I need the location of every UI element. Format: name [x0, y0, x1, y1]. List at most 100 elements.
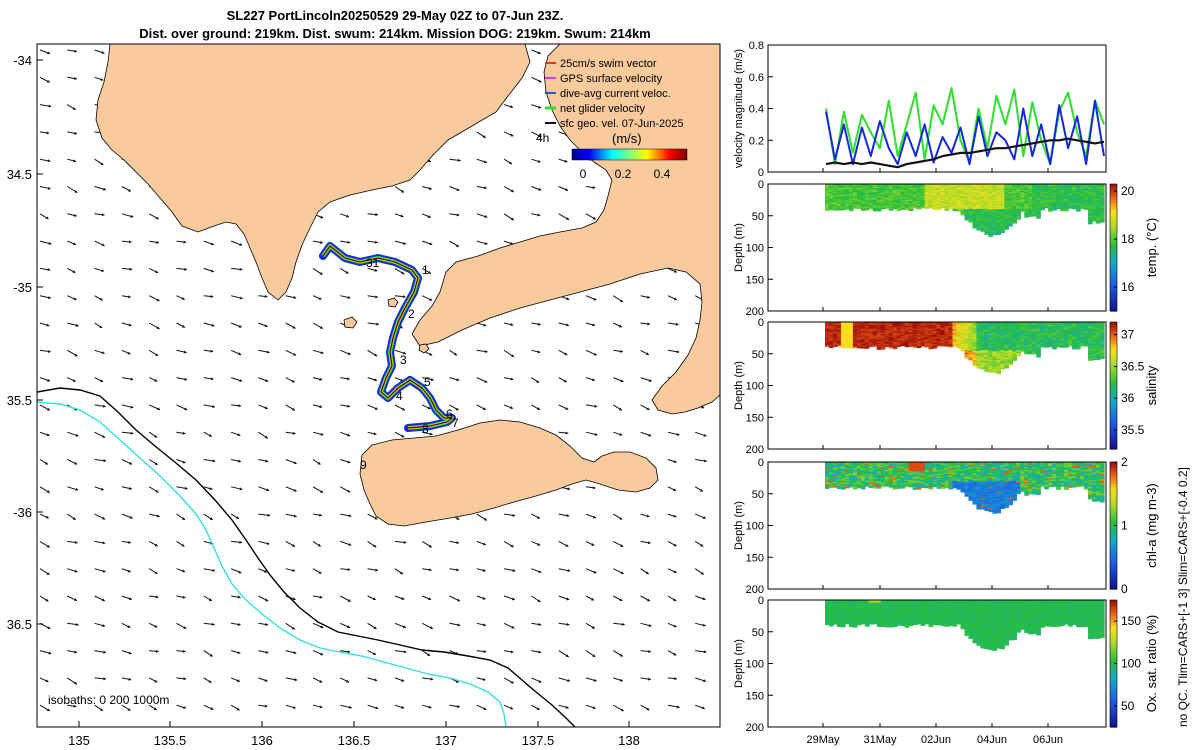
- section-cell: [872, 193, 878, 196]
- section-cell: [980, 194, 986, 197]
- section-cell: [836, 332, 842, 335]
- section-cell: [1084, 323, 1089, 326]
- section-cell: [1000, 326, 1005, 328]
- section-cell: [908, 202, 914, 205]
- section-cell: [968, 201, 974, 203]
- section-cell: [1004, 186, 1009, 189]
- section-cell: [1060, 195, 1065, 198]
- section-cell: [968, 354, 974, 357]
- section-cell: [856, 464, 862, 467]
- section-cell: [852, 196, 858, 198]
- current-arrow-head: [73, 704, 77, 708]
- current-arrow-head: [319, 513, 322, 517]
- section-cell: [1036, 334, 1041, 337]
- section-cell: [832, 330, 838, 333]
- section-cell: [836, 198, 842, 201]
- section-cell: [864, 185, 870, 188]
- section-cell: [828, 466, 834, 468]
- section-cell: [992, 329, 997, 332]
- section-cell: [992, 185, 997, 188]
- section-cell: [1008, 338, 1013, 341]
- section-cell: [992, 219, 997, 222]
- section-cell: [832, 194, 838, 197]
- section-cell: [836, 337, 842, 340]
- section-cell: [1088, 340, 1093, 343]
- section-cell: [1100, 195, 1105, 198]
- section-cell: [1004, 211, 1009, 214]
- section-cell: [1060, 202, 1065, 205]
- section-cell: [1080, 329, 1085, 332]
- section-cell: [880, 468, 886, 471]
- section-cell: [908, 201, 914, 204]
- section-cell: [932, 193, 938, 196]
- section-cell: [928, 331, 934, 334]
- current-arrow-head: [374, 406, 378, 410]
- section-cell: [872, 336, 878, 339]
- section-cell: [1088, 215, 1093, 218]
- section-cell: [1056, 189, 1061, 192]
- section-cell: [1092, 186, 1097, 189]
- current-arrow-head: [237, 595, 241, 599]
- section-cell: [996, 214, 1001, 217]
- section-cell: [1008, 194, 1013, 197]
- section-cell: [1004, 332, 1009, 335]
- section-cell: [984, 184, 990, 186]
- section-cell: [920, 186, 926, 189]
- section-cell: [920, 205, 926, 208]
- current-arrow-head: [74, 461, 78, 465]
- section-colorbar-segment: [1110, 442, 1117, 447]
- section-cell: [1024, 215, 1029, 218]
- section-cell: [1008, 339, 1013, 342]
- section-cell: [1096, 201, 1101, 204]
- section-cell: [988, 208, 993, 211]
- section-cell: [1100, 194, 1105, 197]
- current-arrow-head: [210, 377, 214, 381]
- section-cell: [868, 195, 874, 198]
- section-cell: [984, 216, 990, 219]
- current-arrow-head: [46, 544, 50, 548]
- section-cell: [856, 484, 862, 487]
- section-cell: [1024, 349, 1029, 352]
- section-cell: [952, 332, 958, 335]
- section-cell: [912, 343, 918, 345]
- section-cell: [948, 331, 954, 333]
- current-arrow-head: [182, 431, 186, 435]
- section-cell: [1024, 343, 1029, 346]
- section-cell: [1024, 206, 1029, 209]
- current-arrow-head: [156, 649, 159, 653]
- section-cell: [848, 344, 854, 347]
- section-cell: [980, 211, 986, 214]
- current-arrow-head: [673, 269, 677, 273]
- section-cell: [868, 467, 874, 470]
- section-cell: [1092, 331, 1097, 334]
- section-cell: [868, 207, 874, 210]
- section-cell: [1048, 333, 1053, 336]
- section-cell: [836, 484, 842, 487]
- current-arrow-head: [648, 378, 652, 382]
- section-cell: [836, 328, 842, 331]
- section-cell: [988, 331, 993, 334]
- section-cell: [1000, 223, 1005, 226]
- section-cell: [1076, 336, 1081, 339]
- section-cell: [928, 203, 934, 206]
- section-cell: [1000, 220, 1005, 223]
- section-cell: [868, 194, 874, 197]
- section-cell: [964, 352, 970, 355]
- section-cell: [1088, 205, 1093, 208]
- section-cell: [996, 336, 1001, 339]
- section-cell: [964, 191, 970, 194]
- section-cell: [1028, 205, 1033, 208]
- section-cell: [1000, 231, 1005, 234]
- section-cell: [968, 331, 974, 333]
- section-cell: [972, 348, 978, 351]
- section-cell: [832, 206, 838, 208]
- section-cell: [944, 193, 950, 196]
- section-cell: [1024, 345, 1029, 348]
- section-cell: [932, 336, 938, 339]
- section-cell: [976, 194, 982, 197]
- current-arrow-head: [48, 241, 52, 245]
- current-arrow-head: [594, 404, 598, 408]
- current-arrow-head: [127, 569, 131, 573]
- section-cell: [1036, 195, 1041, 198]
- section-cell: [940, 186, 946, 189]
